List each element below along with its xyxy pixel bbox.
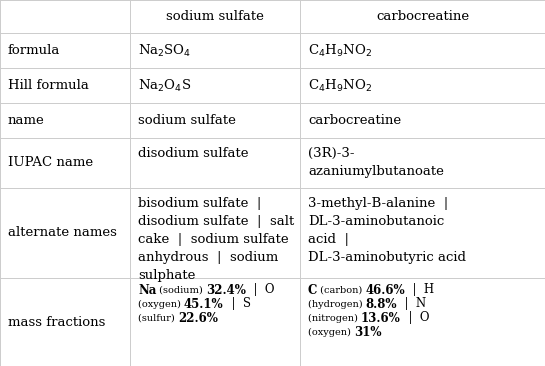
- Text: |  S: | S: [223, 298, 251, 310]
- Text: mass fractions: mass fractions: [8, 315, 105, 329]
- Text: |  O: | O: [246, 284, 275, 296]
- Text: formula: formula: [8, 44, 60, 57]
- Text: Na: Na: [138, 284, 156, 296]
- Text: carbocreatine: carbocreatine: [308, 114, 401, 127]
- Text: name: name: [8, 114, 45, 127]
- Text: bisodium sulfate  |
disodium sulfate  |  salt
cake  |  sodium sulfate
anhydrous : bisodium sulfate | disodium sulfate | sa…: [138, 197, 294, 282]
- Text: |  N: | N: [397, 298, 426, 310]
- Text: C$_4$H$_9$NO$_2$: C$_4$H$_9$NO$_2$: [308, 42, 372, 59]
- Text: 22.6%: 22.6%: [178, 311, 218, 325]
- Text: (sodium): (sodium): [156, 285, 206, 295]
- Text: IUPAC name: IUPAC name: [8, 157, 93, 169]
- Text: C: C: [308, 284, 317, 296]
- Text: sodium sulfate: sodium sulfate: [138, 114, 236, 127]
- Text: (carbon): (carbon): [317, 285, 366, 295]
- Text: (3R)-3-
azaniumylbutanoate: (3R)-3- azaniumylbutanoate: [308, 147, 444, 178]
- Text: 3-methyl-B-alanine  |
DL-3-aminobutanoic
acid  |
DL-3-aminobutyric acid: 3-methyl-B-alanine | DL-3-aminobutanoic …: [308, 197, 466, 264]
- Text: (oxygen): (oxygen): [308, 328, 354, 337]
- Text: C$_4$H$_9$NO$_2$: C$_4$H$_9$NO$_2$: [308, 78, 372, 94]
- Text: Na$_2$O$_4$S: Na$_2$O$_4$S: [138, 78, 191, 94]
- Text: disodium sulfate: disodium sulfate: [138, 147, 249, 160]
- Text: alternate names: alternate names: [8, 227, 117, 239]
- Text: 31%: 31%: [354, 325, 381, 339]
- Text: 13.6%: 13.6%: [361, 311, 401, 325]
- Text: |  O: | O: [401, 311, 429, 325]
- Text: (sulfur): (sulfur): [138, 314, 178, 322]
- Text: (nitrogen): (nitrogen): [308, 313, 361, 322]
- Text: sodium sulfate: sodium sulfate: [166, 10, 264, 23]
- Text: Hill formula: Hill formula: [8, 79, 89, 92]
- Text: Na$_2$SO$_4$: Na$_2$SO$_4$: [138, 42, 191, 59]
- Text: |  H: | H: [405, 284, 434, 296]
- Text: carbocreatine: carbocreatine: [376, 10, 469, 23]
- Text: 32.4%: 32.4%: [206, 284, 246, 296]
- Text: (hydrogen): (hydrogen): [308, 299, 366, 309]
- Text: 8.8%: 8.8%: [366, 298, 397, 310]
- Text: 45.1%: 45.1%: [184, 298, 223, 310]
- Text: (oxygen): (oxygen): [138, 299, 184, 309]
- Text: 46.6%: 46.6%: [366, 284, 405, 296]
